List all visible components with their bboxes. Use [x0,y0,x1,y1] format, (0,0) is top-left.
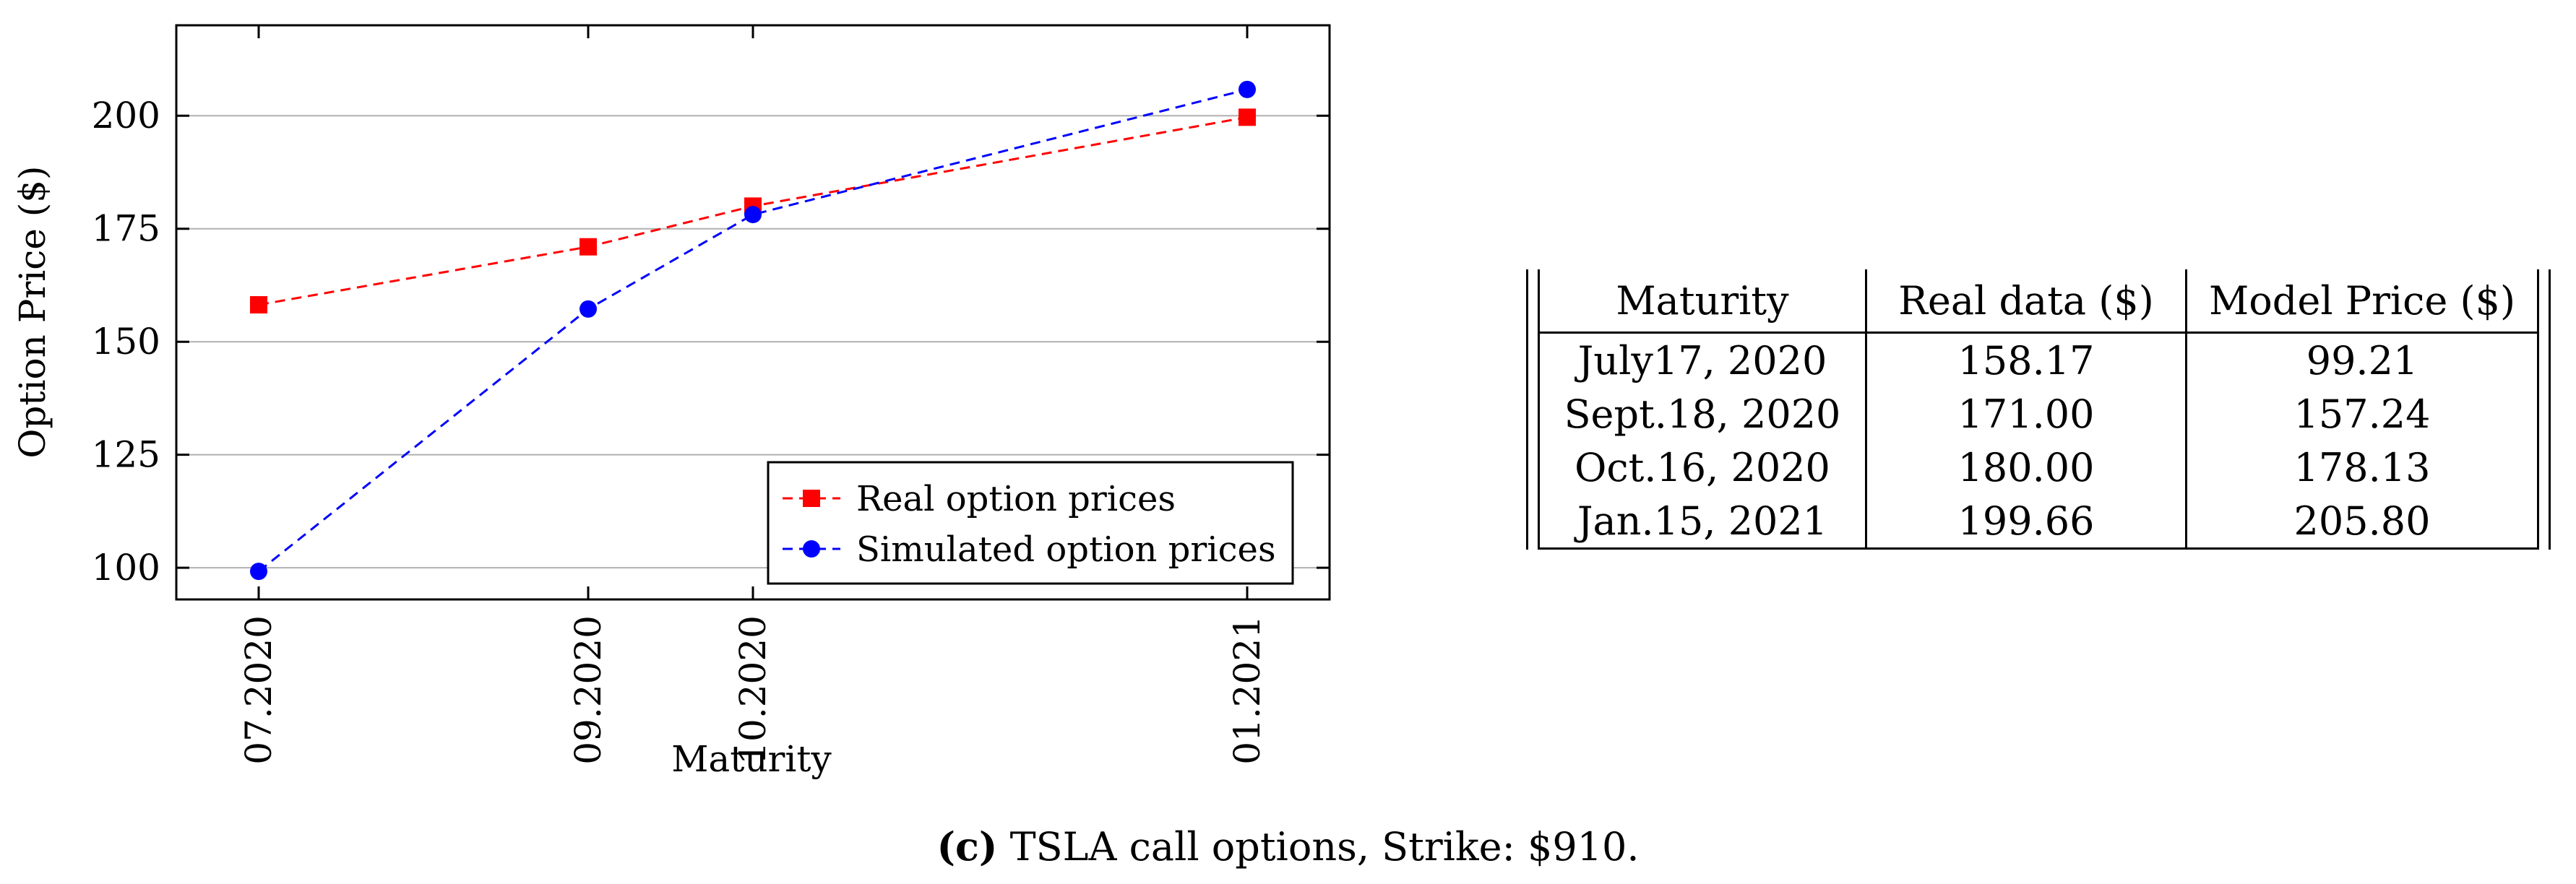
figure-caption: (c) TSLA call options, Strike: $910. [0,823,2576,870]
table-right-double-rule [2549,269,2551,550]
cell-maturity: Jan.15, 2021 [1538,494,1866,549]
series-lines [258,88,1248,573]
caption-text: TSLA call options, Strike: $910. [1009,824,1640,870]
cell-maturity: Sept.18, 2020 [1538,387,1866,441]
data-point-simulated [1239,80,1256,98]
cell-real: 180.00 [1865,441,2187,494]
data-point-simulated [744,206,762,224]
header-model-price: Model Price ($) [2184,269,2540,334]
x-tick-label: 01.2021 [1226,615,1268,765]
price-table: Maturity Real data ($) Model Price ($) J… [1538,269,2540,550]
table-row: Sept.18, 2020 171.00 157.24 [1538,387,2540,441]
x-tick-label: 10.2020 [732,615,774,765]
table-header-row: Maturity Real data ($) Model Price ($) [1538,269,2540,334]
caption-label: (c) [936,823,998,870]
x-tick-label: 09.2020 [567,615,609,765]
cell-real: 171.00 [1865,387,2187,441]
legend-label: Real option prices [856,479,1176,519]
x-tick-label: 07.2020 [238,615,280,765]
y-tick-label: 150 [92,321,160,363]
table-row: Jan.15, 2021 199.66 205.80 [1538,494,2540,549]
cell-model: 157.24 [2184,387,2540,441]
axis-ticks: 100 125 150 175 200 07.2020 09.2020 10.2020 01.2… [92,25,1330,765]
data-point-real [250,296,267,314]
header-real-data: Real data ($) [1865,269,2187,334]
y-tick-label: 175 [92,208,160,250]
data-point-simulated [250,563,267,581]
cell-maturity: July17, 2020 [1538,332,1866,387]
x-axis-label: Maturity [671,738,832,780]
cell-maturity: Oct.16, 2020 [1538,441,1866,494]
data-point-real [580,238,597,256]
table-row: Oct.16, 2020 180.00 178.13 [1538,441,2540,494]
cell-model: 205.80 [2184,494,2540,549]
cell-real: 199.66 [1865,494,2187,549]
y-tick-label: 100 [92,547,160,589]
legend-box [767,461,1294,585]
y-axis-label: Option Price ($) [12,165,53,458]
header-maturity: Maturity [1538,269,1866,334]
table-left-double-rule [1526,269,1528,550]
legend-label: Simulated option prices [856,529,1276,570]
y-tick-label: 125 [92,434,160,476]
cell-real: 158.17 [1865,332,2187,387]
option-price-chart: 100 125 150 175 200 07.2020 09.2020 10.2020 01.2… [12,24,1331,780]
legend: Real option prices Simulated option price… [767,461,1294,585]
data-point-real [1239,108,1256,126]
series-line-simulated [258,88,1248,573]
cell-model: 178.13 [2184,441,2540,494]
price-table-wrapper: Maturity Real data ($) Model Price ($) J… [1526,269,2551,550]
series-markers [250,80,1256,581]
data-point-simulated [580,300,597,318]
table-row: July17, 2020 158.17 99.21 [1538,332,2540,387]
legend-marker-circle [803,540,820,558]
series-line-real [258,116,1248,306]
cell-model: 99.21 [2184,332,2540,387]
y-tick-label: 200 [92,95,160,136]
legend-marker-square [803,490,820,507]
